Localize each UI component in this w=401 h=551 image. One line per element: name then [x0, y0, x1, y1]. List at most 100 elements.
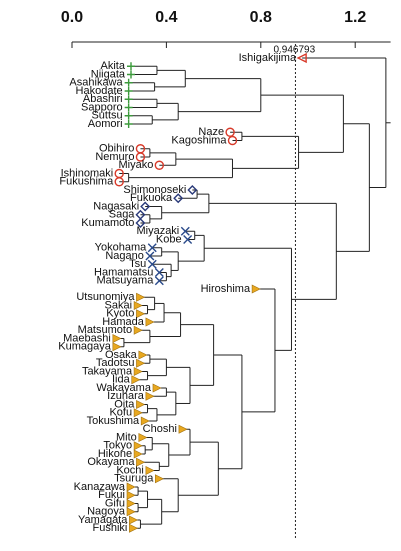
leaf-label: Okayama [87, 456, 135, 468]
leaf-label: Fukushima [59, 176, 114, 188]
leaf-marker [129, 515, 139, 525]
leaf-label: Ishigakijima [239, 52, 297, 64]
leaf-marker [145, 251, 155, 261]
leaf-label: Izuhara [107, 390, 145, 402]
leaf-marker [136, 309, 146, 319]
leaf-marker [136, 400, 146, 409]
leaf-label: Gifu [105, 497, 125, 509]
leaf-marker [133, 325, 143, 335]
leaf-marker [187, 185, 198, 195]
leaf-label: Kagoshima [171, 134, 227, 146]
threshold-label: 0.946793 [273, 45, 315, 56]
leaf-label: Kumamoto [81, 217, 134, 229]
leaf-label: Miyako [118, 159, 153, 171]
x-tick-label: 0.4 [155, 9, 177, 26]
leaf-label: Tokushima [87, 415, 140, 427]
leaf-label: Oita [114, 398, 135, 410]
leaf-label: Tsu [129, 258, 146, 270]
leaf-label: Choshi [143, 423, 177, 435]
x-tick-label: 0.8 [250, 9, 272, 26]
leaf-marker [126, 482, 136, 492]
leaf-marker [138, 350, 148, 360]
leaf-label: Kochi [116, 464, 144, 476]
leaf-marker [135, 152, 146, 162]
leaf-marker [296, 52, 307, 64]
leaf-marker [124, 95, 133, 104]
leaf-label: Hamamatsu [94, 266, 153, 278]
leaf-label: Nemuro [95, 151, 134, 163]
leaf-marker [133, 301, 143, 310]
leaf-marker [152, 383, 162, 393]
leaf-marker [127, 62, 135, 71]
leaf-marker [147, 243, 157, 253]
leaf-label: Akita [101, 60, 126, 72]
leaf-marker [129, 523, 139, 533]
leaf-label: Yamagata [78, 514, 128, 526]
leaf-marker [183, 235, 193, 244]
leaf-label: Hakodate [76, 85, 123, 97]
leaf-label: Shimonoseki [123, 184, 186, 196]
leaf-label: Mito [116, 431, 137, 443]
leaf-marker [136, 358, 146, 368]
leaf-label: Aomori [88, 118, 123, 130]
leaf-label: Takayama [82, 365, 133, 377]
leaf-marker [251, 284, 261, 294]
leaf-label: Niigata [91, 68, 126, 80]
leaf-marker [140, 201, 151, 212]
leaf-marker [127, 70, 135, 79]
leaf-label: Kanazawa [74, 481, 126, 493]
leaf-marker [154, 160, 165, 170]
leaf-marker [145, 466, 155, 475]
leaf-marker [133, 449, 143, 459]
leaf-marker [114, 177, 124, 187]
leaf-marker [140, 416, 150, 426]
leaf-label: Kofu [109, 407, 132, 419]
leaf-marker [145, 391, 155, 401]
leaf-label: Kyoto [106, 308, 134, 320]
leaf-marker [147, 259, 157, 269]
leaf-label: Tsuruga [114, 473, 154, 485]
leaf-marker [124, 103, 133, 112]
leaf-marker [135, 218, 146, 228]
dendrogram: Ishigakijima AkitaNiigataAsahikawaHakodat… [58, 52, 391, 534]
leaf-label: Naze [198, 126, 224, 138]
leaf-marker [126, 499, 136, 508]
leaf-marker [178, 424, 188, 434]
leaf-label: Yokohama [95, 242, 147, 254]
leaf-label: Sakai [105, 299, 133, 311]
leaf-label: Wakayama [96, 382, 151, 394]
leaf-label: Matsumoto [78, 324, 132, 336]
leaf-label: Sapporo [81, 101, 123, 113]
leaf-marker [145, 317, 155, 327]
leaf-label: Tokyo [103, 440, 132, 452]
leaf-marker [173, 193, 184, 204]
x-tick-label: 1.2 [344, 9, 366, 26]
leaf-label: Utsunomiya [76, 291, 135, 303]
leaf-marker [124, 87, 133, 95]
leaf-label: Hamada [102, 316, 144, 328]
x-axis: 0.0 0.4 0.8 1.2 0.946793 [61, 9, 391, 540]
leaf-label: Suttsu [91, 110, 122, 122]
leaf-marker [126, 507, 136, 517]
leaf-label: Matsuyama [96, 275, 154, 287]
leaf-label: Hikone [98, 448, 132, 460]
leaf-label: Ishinomaki [61, 167, 114, 179]
leaf-label: Abashiri [83, 93, 123, 105]
leaf-marker [227, 135, 238, 146]
leaf-label: Nagasaki [93, 200, 139, 212]
leaf-marker [154, 268, 164, 277]
leaf-label: Maebashi [63, 332, 111, 344]
leaf-marker [124, 111, 133, 120]
leaf-marker [138, 433, 148, 442]
leaf-label: Fushiki [93, 522, 128, 534]
leaf-label: Fukui [98, 489, 125, 501]
leaf-marker [133, 408, 143, 418]
leaf-label: Obihiro [99, 143, 134, 155]
leaf-label: Fukuoka [130, 192, 173, 204]
leaf-marker [136, 292, 146, 302]
leaf-label: Osaka [105, 349, 138, 361]
leaf-marker [154, 276, 164, 286]
leaf-marker [124, 120, 133, 128]
leaf-marker [180, 226, 190, 236]
